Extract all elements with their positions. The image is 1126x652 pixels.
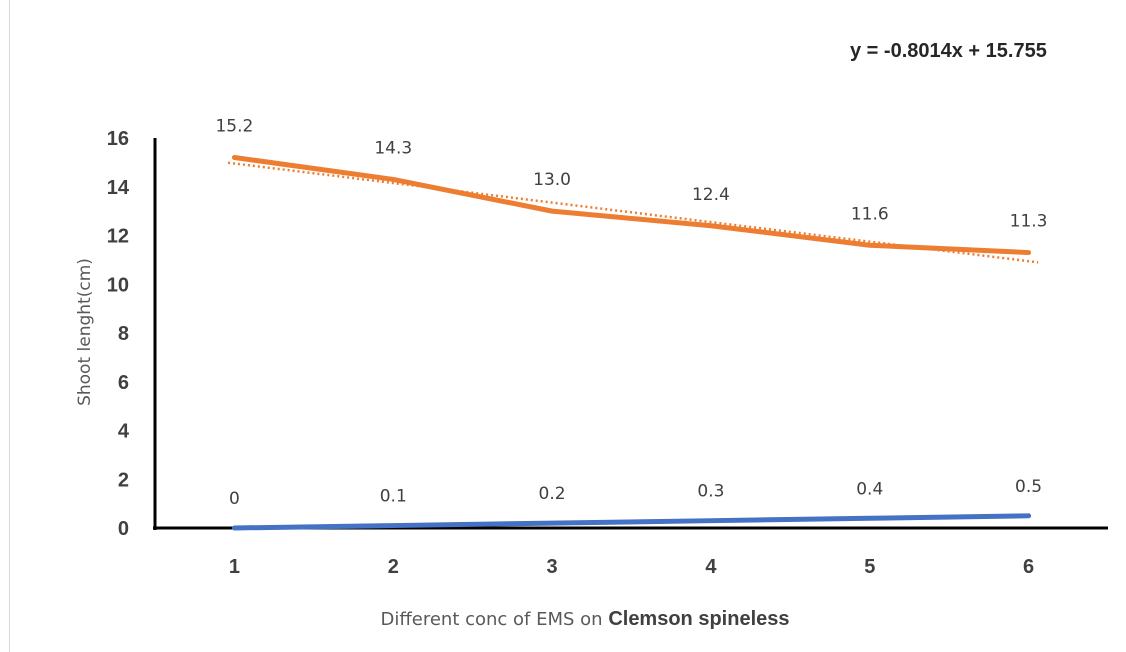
series-1-line [231, 513, 1032, 531]
y-tick-label: 10 [107, 274, 129, 296]
series-1-point [868, 516, 872, 520]
data-label: 0.4 [856, 479, 883, 499]
x-axis-title-prefix: Different conc of EMS on [380, 609, 609, 630]
series-1-point [1027, 514, 1031, 518]
y-tick-label: 12 [107, 226, 129, 248]
y-tick-label: 14 [107, 177, 130, 199]
series-2-point [550, 209, 554, 213]
series-1-point [550, 521, 554, 525]
series-2-point [868, 243, 872, 247]
x-tick-label: 5 [864, 556, 875, 578]
y-tick-label: 2 [118, 469, 129, 491]
x-tick-label: 3 [547, 556, 558, 578]
y-tick-label: 4 [118, 421, 130, 443]
trendline-equation: y = -0.8014x + 15.755 [850, 40, 1047, 62]
data-label: 11.6 [851, 204, 889, 224]
data-label: 0.5 [1015, 477, 1042, 497]
series-1-point [232, 526, 236, 530]
y-tick-label: 8 [118, 323, 129, 345]
data-label: 0 [229, 489, 240, 509]
chart-frame-border [9, 0, 10, 652]
x-axis-title: Different conc of EMS on Clemson spinele… [300, 608, 870, 631]
data-label: 0.1 [380, 487, 407, 507]
data-label: 15.2 [215, 117, 253, 137]
x-axis-title-emphasis: Clemson spineless [608, 608, 790, 630]
data-label: 11.3 [1010, 212, 1048, 232]
series-1-point [391, 524, 395, 528]
y-tick-label: 6 [118, 372, 129, 394]
data-label: 0.2 [539, 484, 566, 504]
x-tick-label: 1 [229, 556, 240, 578]
series-2-point [232, 156, 236, 159]
data-label: 0.3 [697, 482, 724, 502]
series-2-point [1027, 251, 1031, 255]
trendline [227, 161, 1039, 264]
series-2-line [231, 155, 1032, 256]
series-2-point [709, 224, 713, 228]
x-tick-label: 2 [388, 556, 399, 578]
data-label: 13.0 [533, 170, 571, 190]
y-tick-label: 0 [118, 518, 129, 540]
x-tick-label: 4 [705, 556, 717, 578]
x-tick-label: 6 [1023, 556, 1034, 578]
series-1-point [709, 519, 713, 523]
y-tick-label: 16 [107, 128, 129, 150]
series-2-point [391, 177, 395, 181]
data-label: 12.4 [692, 185, 730, 205]
data-label: 14.3 [374, 138, 412, 158]
